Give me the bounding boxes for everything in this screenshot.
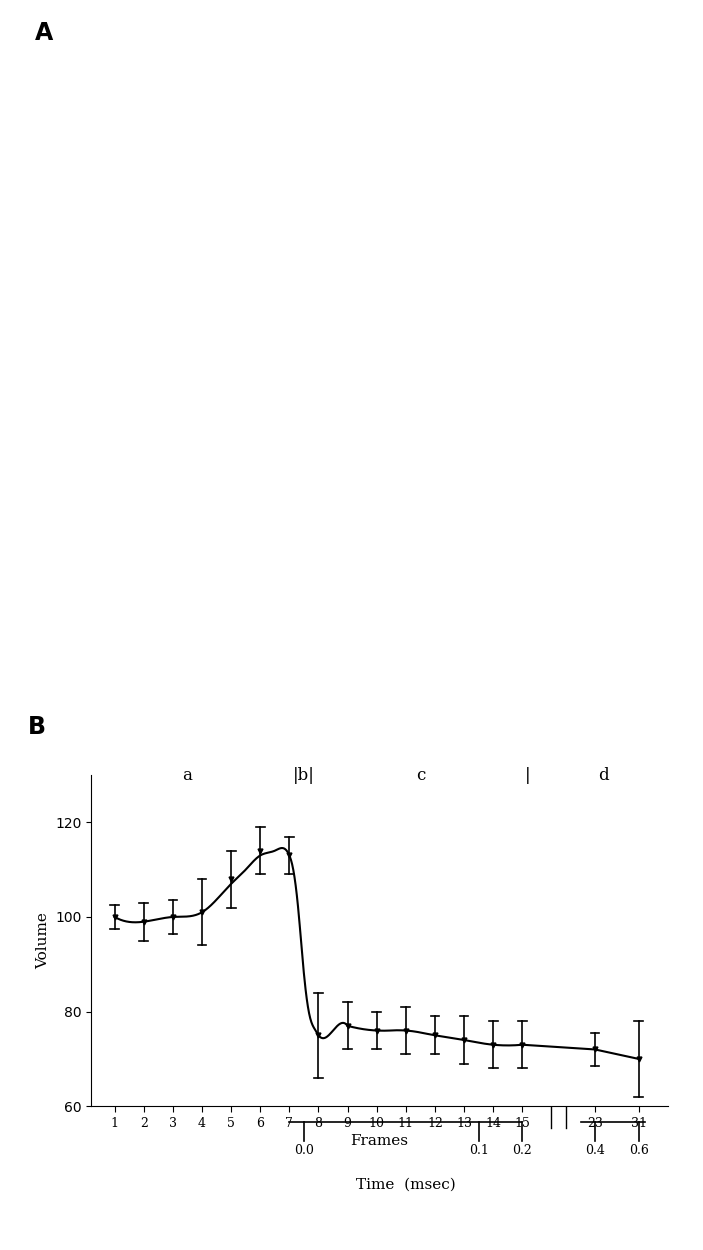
- Text: |: |: [525, 768, 531, 785]
- X-axis label: Frames: Frames: [351, 1134, 408, 1148]
- Text: d: d: [598, 768, 609, 785]
- Text: 0.6: 0.6: [628, 1144, 649, 1156]
- Y-axis label: Volume: Volume: [36, 912, 50, 969]
- Text: B: B: [28, 715, 46, 739]
- Text: A: A: [35, 21, 53, 45]
- Text: |b|: |b|: [293, 768, 315, 785]
- Text: c: c: [415, 768, 425, 785]
- Text: 0.1: 0.1: [469, 1144, 489, 1156]
- Text: 0.0: 0.0: [294, 1144, 314, 1156]
- Text: 0.4: 0.4: [585, 1144, 605, 1156]
- Text: Time  (msec): Time (msec): [356, 1178, 456, 1192]
- Text: a: a: [183, 768, 193, 785]
- Text: 0.2: 0.2: [512, 1144, 532, 1156]
